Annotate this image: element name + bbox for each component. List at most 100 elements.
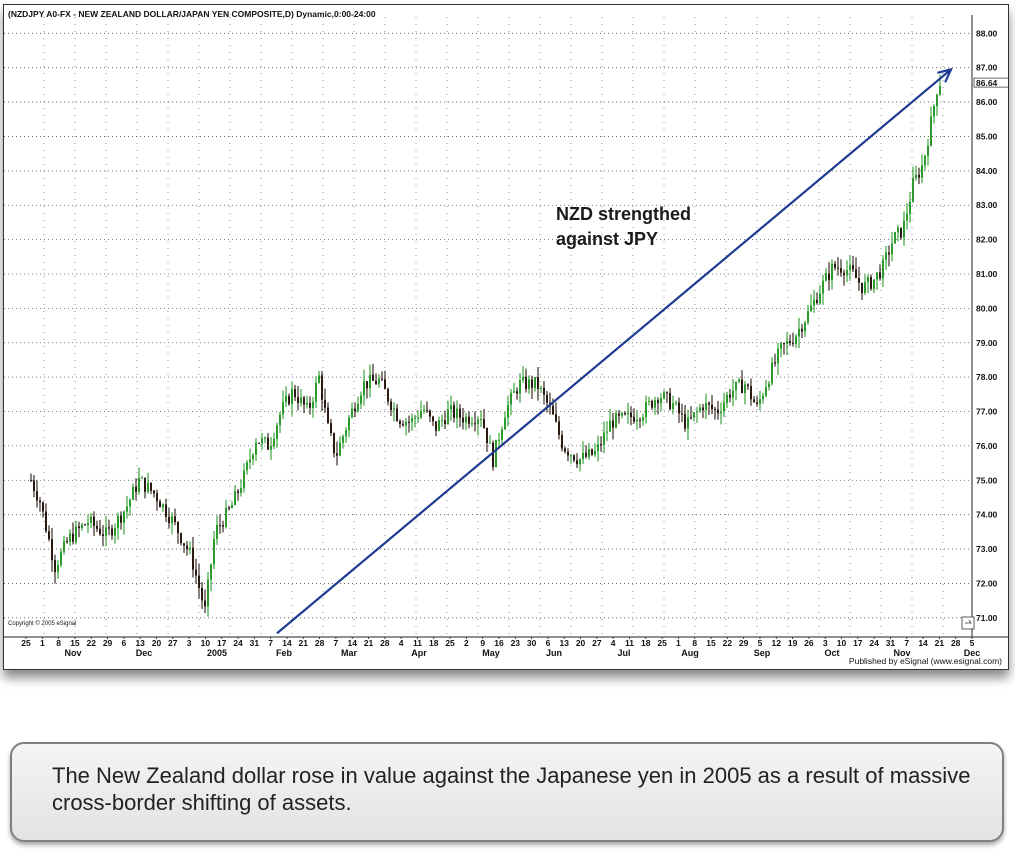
candle-body	[72, 533, 74, 542]
candle-body	[69, 533, 71, 542]
candle-body	[105, 527, 107, 536]
candle-body	[570, 455, 572, 457]
candle-body	[624, 412, 626, 415]
y-tick-label: 75.00	[976, 475, 998, 485]
candle-body	[900, 227, 902, 238]
candle-body	[135, 486, 137, 492]
candle-body	[459, 408, 461, 418]
x-tick-label: 6	[121, 638, 126, 648]
candle-body	[60, 551, 62, 566]
candle-body	[378, 378, 380, 385]
candle-body	[636, 419, 638, 422]
x-tick-label: 25	[445, 638, 455, 648]
candle-body	[828, 273, 830, 281]
y-tick-label: 85.00	[976, 131, 998, 141]
candle-body	[360, 395, 362, 404]
candle-body	[282, 402, 284, 415]
x-month-label: 2005	[207, 648, 227, 658]
candle-body	[918, 174, 920, 178]
x-tick-label: 25	[657, 638, 667, 648]
candle-body	[258, 442, 260, 444]
trend-arrowhead	[937, 67, 953, 83]
candle-body	[807, 311, 809, 323]
x-tick-label: 10	[201, 638, 211, 648]
candle-body	[744, 384, 746, 393]
y-tick-label: 83.00	[976, 200, 998, 210]
x-tick-label: 3	[823, 638, 828, 648]
candle-body	[420, 410, 422, 418]
x-tick-label: 7	[334, 638, 339, 648]
candle-body	[87, 522, 89, 526]
candle-body	[327, 407, 329, 424]
x-tick-label: 13	[135, 638, 145, 648]
trend-arrow	[276, 67, 953, 635]
candle-body	[411, 418, 413, 422]
candle-body	[234, 491, 236, 505]
candle-body	[423, 409, 425, 411]
x-tick-label: 5	[970, 638, 975, 648]
x-tick-label: 14	[347, 638, 357, 648]
candle-body	[309, 402, 311, 408]
candle-body	[240, 488, 242, 493]
candle-body	[177, 522, 179, 534]
x-tick-label: 10	[837, 638, 847, 648]
x-tick-label: 20	[152, 638, 162, 648]
candle-body	[591, 449, 593, 455]
candle-body	[78, 526, 80, 529]
candle-body	[864, 282, 866, 293]
candle-body	[819, 293, 821, 304]
candle-body	[522, 376, 524, 381]
candle-body	[531, 379, 533, 388]
candle-body	[738, 379, 740, 382]
y-tick-label: 77.00	[976, 407, 998, 417]
candle-body	[294, 389, 296, 398]
candle-body	[276, 425, 278, 439]
candle-body	[435, 421, 437, 431]
candle-body	[714, 408, 716, 410]
candle-body	[243, 470, 245, 489]
candle-body	[855, 269, 857, 278]
candle-body	[792, 343, 794, 345]
candle-body	[228, 507, 230, 509]
x-tick-label: 26	[804, 638, 814, 648]
candle-body	[822, 280, 824, 294]
x-tick-label: 27	[168, 638, 178, 648]
candle-body	[645, 402, 647, 418]
candle-body	[213, 538, 215, 565]
candle-body	[894, 232, 896, 244]
candle-body	[510, 392, 512, 405]
candle-body	[579, 459, 581, 465]
candle-body	[825, 273, 827, 281]
candle-body	[183, 543, 185, 546]
candle-body	[702, 407, 704, 411]
candle-body	[870, 277, 872, 289]
candle-body	[324, 399, 326, 408]
x-tick-label: 22	[87, 638, 97, 648]
candle-body	[582, 452, 584, 460]
candle-body	[453, 405, 455, 418]
candle-body	[576, 460, 578, 465]
x-tick-label: 2	[464, 638, 469, 648]
y-tick-label: 71.00	[976, 613, 998, 623]
candle-body	[891, 243, 893, 255]
candle-body	[888, 252, 890, 255]
x-tick-label: 6	[546, 638, 551, 648]
candle-body	[306, 402, 308, 405]
candle-body	[606, 431, 608, 433]
candle-body	[660, 398, 662, 404]
x-tick-label: 21	[299, 638, 309, 648]
candle-body	[288, 396, 290, 405]
candle-body	[450, 405, 452, 410]
y-tick-label: 87.00	[976, 63, 998, 73]
candle-body	[786, 340, 788, 344]
candle-body	[756, 402, 758, 404]
candle-body	[849, 265, 851, 271]
candle-body	[417, 417, 419, 419]
candle-body	[495, 439, 497, 468]
y-tick-label: 84.00	[976, 166, 998, 176]
candle-body	[246, 462, 248, 471]
candle-body	[627, 412, 629, 415]
x-tick-label: 8	[56, 638, 61, 648]
candle-body	[672, 403, 674, 410]
candle-body	[507, 404, 509, 418]
